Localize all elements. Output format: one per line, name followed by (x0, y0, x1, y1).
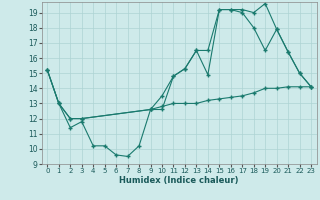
X-axis label: Humidex (Indice chaleur): Humidex (Indice chaleur) (119, 176, 239, 185)
